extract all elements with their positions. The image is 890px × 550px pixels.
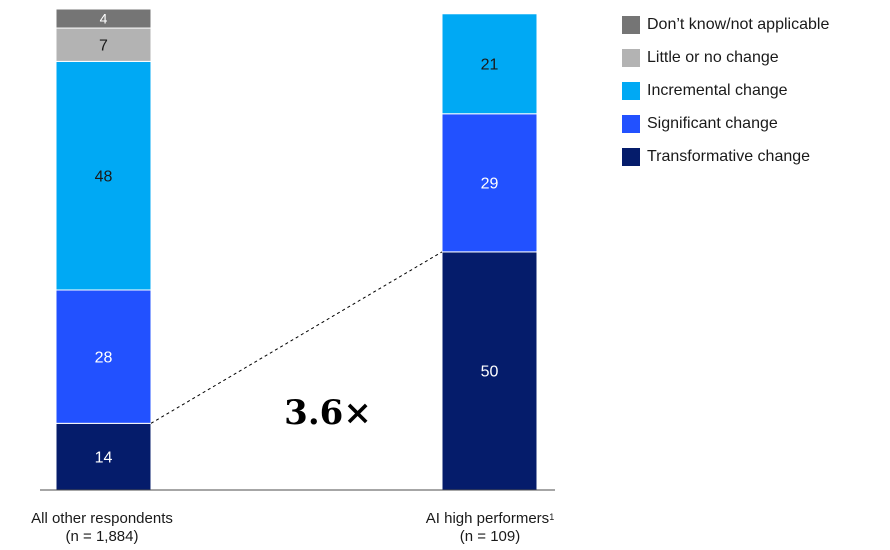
legend-item: Incremental change: [622, 74, 829, 107]
segment-value-label: 50: [481, 364, 499, 381]
segment-value-label: 48: [95, 168, 113, 185]
legend-item: Transformative change: [622, 140, 829, 173]
bar-segment: [55, 8, 152, 29]
legend-swatch: [622, 81, 640, 100]
connector-line: [150, 251, 443, 424]
bar-segment: [55, 422, 152, 491]
segment-value-label: 7: [99, 37, 108, 54]
legend-label: Little or no change: [647, 48, 779, 66]
category-sample-size: (n = 1,884): [65, 528, 139, 545]
category-name: All other respondents: [31, 510, 173, 527]
segment-value-label: 14: [95, 449, 113, 466]
multiplier-annotation: 3.6×: [284, 393, 372, 433]
legend-label: Don’t know/not applicable: [647, 15, 830, 33]
bar-segment: [441, 13, 538, 115]
bar-segment: [55, 60, 152, 291]
legend-item: Significant change: [622, 107, 829, 140]
legend: Don’t know/not applicable Little or no ch…: [622, 8, 829, 173]
segment-value-label: 28: [95, 349, 113, 366]
legend-swatch: [622, 48, 640, 67]
segment-value-label: 21: [481, 56, 499, 73]
legend-label: Incremental change: [647, 81, 788, 99]
bar-segment: [441, 113, 538, 253]
legend-item: Little or no change: [622, 41, 829, 74]
segment-value-label: 29: [481, 175, 499, 192]
legend-swatch: [622, 15, 640, 34]
category-name-wrap: AI high performers1: [388, 510, 592, 528]
footnote-marker: 1: [549, 512, 555, 522]
legend-item: Don’t know/not applicable: [622, 8, 829, 41]
legend-swatch: [622, 147, 640, 166]
legend-label: Significant change: [647, 114, 778, 132]
category-label-all-other: All other respondents (n = 1,884): [0, 510, 204, 546]
bar-segment: [55, 289, 152, 424]
category-sample-size: (n = 109): [459, 528, 521, 545]
segment-value-label: 4: [100, 10, 108, 26]
category-label-high-performers: AI high performers1 (n = 109): [388, 510, 592, 546]
legend-swatch: [622, 114, 640, 133]
category-name: AI high performers: [425, 510, 550, 527]
legend-label: Transformative change: [647, 147, 811, 165]
